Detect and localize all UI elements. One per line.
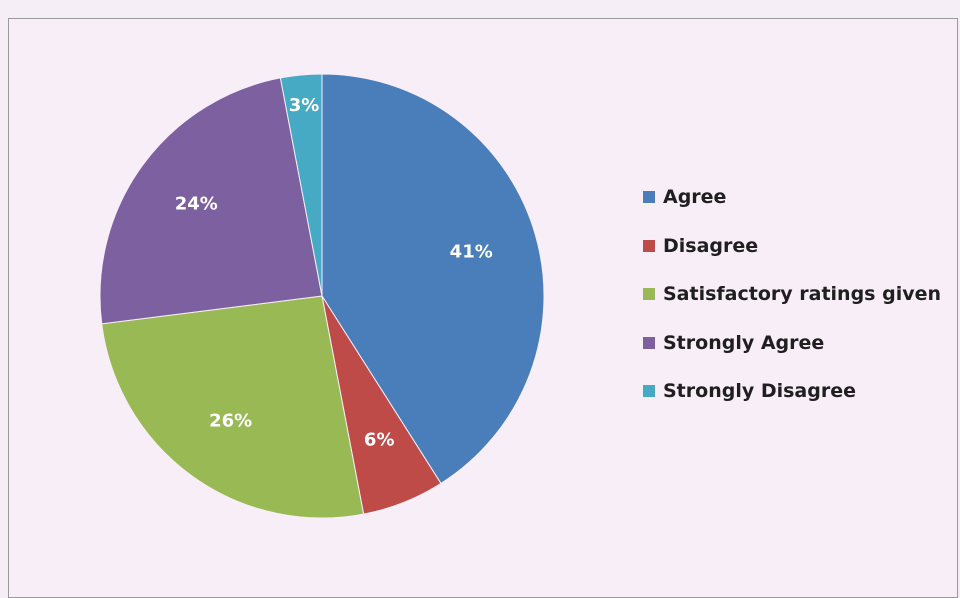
data-label-agree: 41% xyxy=(450,242,493,263)
pie-labels: 41% 6% 26% 24% 3% xyxy=(175,95,493,451)
data-label-strongly-agree: 24% xyxy=(175,194,218,215)
legend-item-strongly-agree: Strongly Agree xyxy=(643,331,941,355)
legend-item-satisfactory-ratings-given: Satisfactory ratings given xyxy=(643,282,941,306)
data-label-strongly-disagree: 3% xyxy=(289,95,320,116)
legend-item-disagree: Disagree xyxy=(643,234,941,258)
pie-slice-satisfactory-ratings-given xyxy=(101,295,365,519)
legend-label: Strongly Agree xyxy=(663,331,825,354)
data-label-disagree: 6% xyxy=(364,429,395,450)
pie-slice-strongly-disagree xyxy=(279,73,323,297)
legend-swatch xyxy=(643,239,655,252)
legend-swatch xyxy=(643,385,655,397)
pie-slice-strongly-agree xyxy=(99,77,323,325)
legend-label: Satisfactory ratings given xyxy=(663,283,942,305)
pie-chart: 41% 6% 26% 24% 3% xyxy=(99,73,545,519)
legend-swatch xyxy=(643,336,655,349)
legend-item-strongly-disagree: Strongly Disagree xyxy=(643,379,941,403)
legend-label: Strongly Disagree xyxy=(663,380,856,402)
legend-label: Agree xyxy=(663,186,727,208)
pie-slice-agree xyxy=(321,73,545,485)
legend-swatch xyxy=(643,288,655,300)
legend-label: Disagree xyxy=(663,234,759,257)
data-label-satisfactory-ratings-given: 26% xyxy=(209,411,252,432)
pie-slices xyxy=(99,73,545,519)
legend-item-agree: Agree xyxy=(643,185,941,209)
chart-legend: Agree Disagree Satisfactory ratings given S… xyxy=(643,185,941,428)
legend-swatch xyxy=(643,191,655,203)
